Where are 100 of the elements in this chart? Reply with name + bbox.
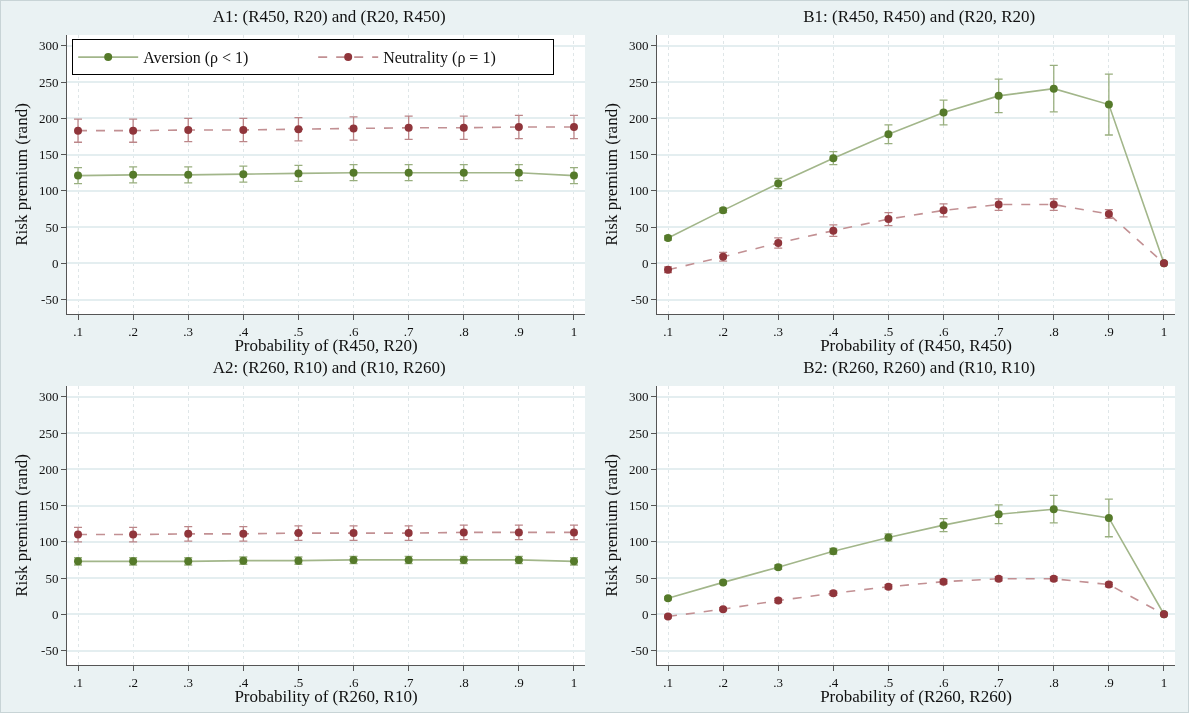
x-tick-label: .3 <box>183 674 194 690</box>
y-tick-label: 250 <box>38 74 59 90</box>
point <box>184 170 193 179</box>
x-tick-label: .1 <box>662 674 673 690</box>
point <box>569 527 578 536</box>
x-axis-title: Probability of (R260, R10) <box>234 687 418 706</box>
y-tick-label: 0 <box>51 606 59 622</box>
y-tick-label: 50 <box>634 219 648 235</box>
x-axis-title: Probability of (R450, R450) <box>819 336 1012 356</box>
y-tick-label: 0 <box>641 255 648 271</box>
point <box>74 171 83 180</box>
y-tick-label: -50 <box>41 292 59 308</box>
x-tick-label: 1 <box>1160 323 1167 339</box>
x-tick-label: .9 <box>513 323 524 339</box>
x-tick-label: .8 <box>458 323 469 339</box>
x-tick-label: .1 <box>73 674 83 690</box>
y-tick-label: 0 <box>51 255 59 271</box>
x-tick-label: .5 <box>293 674 304 690</box>
point <box>514 527 523 536</box>
chart-title: A2: (R260, R10) and (R10, R260) <box>212 357 446 377</box>
y-tick-label: 150 <box>628 497 648 513</box>
x-axis-title: Probability of (R450, R20) <box>234 336 418 356</box>
point <box>239 125 248 134</box>
y-tick-label: 250 <box>38 425 59 441</box>
point <box>459 527 468 536</box>
y-tick-label: 300 <box>628 388 648 404</box>
x-tick-label: .2 <box>128 323 139 339</box>
point <box>349 168 358 177</box>
point <box>404 528 413 537</box>
point <box>74 530 83 539</box>
y-axis-title: Risk premium (rand) <box>601 103 621 246</box>
x-tick-label: .9 <box>1103 674 1114 690</box>
point <box>349 124 358 133</box>
x-tick-label: .2 <box>717 674 728 690</box>
y-tick-label: 100 <box>38 533 59 549</box>
point <box>1104 100 1113 109</box>
y-tick-label: 0 <box>641 606 648 622</box>
x-tick-label: .7 <box>403 674 415 690</box>
y-tick-label: 150 <box>628 147 648 163</box>
point <box>184 125 193 134</box>
x-tick-label: .5 <box>883 323 893 339</box>
x-tick-label: .7 <box>993 323 1004 339</box>
point <box>129 126 138 135</box>
x-tick-label: .9 <box>1103 323 1114 339</box>
x-tick-label: .6 <box>938 323 949 339</box>
x-tick-label: .2 <box>128 674 139 690</box>
x-tick-label: .4 <box>238 323 249 339</box>
y-tick-label: 50 <box>45 570 59 586</box>
x-tick-label: .1 <box>662 323 673 339</box>
y-tick-label: 100 <box>38 183 59 199</box>
x-tick-label: .6 <box>348 674 359 690</box>
point <box>514 123 523 132</box>
point <box>129 170 138 179</box>
y-axis-title: Risk premium (rand) <box>12 453 32 597</box>
x-tick-label: .3 <box>772 674 783 690</box>
point <box>459 123 468 132</box>
x-tick-label: .8 <box>1048 674 1059 690</box>
y-tick-label: 300 <box>628 38 648 54</box>
point <box>569 171 578 180</box>
point <box>994 91 1003 100</box>
point <box>514 168 523 177</box>
y-tick-label: 250 <box>628 74 648 90</box>
point <box>459 168 468 177</box>
chart-title: B1: (R450, R450) and (R20, R20) <box>802 7 1035 27</box>
x-tick-label: .5 <box>293 323 304 339</box>
x-tick-label: .8 <box>1048 323 1059 339</box>
x-tick-label: .9 <box>513 674 524 690</box>
y-tick-label: 200 <box>628 461 648 477</box>
x-tick-label: .5 <box>883 674 893 690</box>
point <box>404 168 413 177</box>
point <box>74 126 83 135</box>
point <box>129 530 138 539</box>
point <box>239 529 248 538</box>
point <box>294 169 303 178</box>
y-tick-label: 50 <box>634 570 648 586</box>
x-tick-label: 1 <box>570 674 578 690</box>
y-tick-label: -50 <box>630 292 648 308</box>
point <box>569 123 578 132</box>
x-tick-label: 1 <box>570 323 578 339</box>
y-tick-label: 100 <box>628 183 648 199</box>
point <box>939 108 948 117</box>
point <box>349 528 358 537</box>
point <box>184 529 193 538</box>
x-tick-label: .3 <box>772 323 783 339</box>
x-tick-label: .3 <box>183 323 194 339</box>
point <box>404 123 413 132</box>
point <box>1049 504 1058 513</box>
x-tick-label: .4 <box>827 323 839 339</box>
x-tick-label: .6 <box>938 674 949 690</box>
x-tick-label: .6 <box>348 323 359 339</box>
x-tick-label: .1 <box>73 323 83 339</box>
y-tick-label: 200 <box>628 110 648 126</box>
y-tick-label: 100 <box>628 533 648 549</box>
point <box>294 528 303 537</box>
x-tick-label: .7 <box>403 323 415 339</box>
y-axis-title: Risk premium (rand) <box>601 453 621 597</box>
point <box>1104 513 1113 522</box>
x-tick-label: .7 <box>993 674 1004 690</box>
y-tick-label: 200 <box>38 110 59 126</box>
x-tick-label: .2 <box>717 323 728 339</box>
